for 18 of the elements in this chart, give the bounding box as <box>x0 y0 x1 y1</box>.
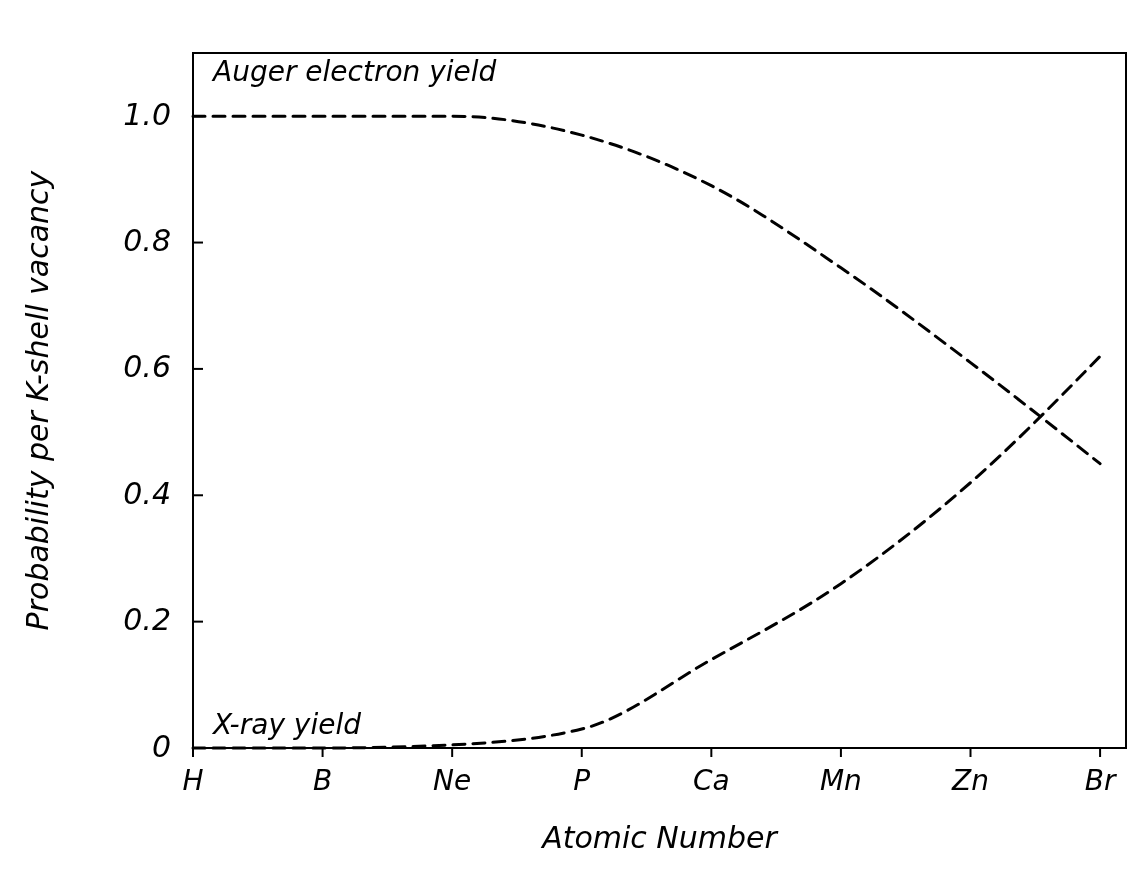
x-axis-title: Atomic Number <box>540 820 779 855</box>
x-tick-label: P <box>573 764 591 797</box>
x-tick-label: Ca <box>692 764 730 797</box>
x-tick-label: Zn <box>951 764 989 797</box>
x-tick-label: H <box>182 764 204 797</box>
series-label: X-ray yield <box>211 708 362 741</box>
x-tick-label: Br <box>1084 764 1117 797</box>
series-label: Auger electron yield <box>211 55 497 88</box>
y-axis-title: Probability per K-shell vacancy <box>20 169 55 631</box>
y-tick-label: 0.4 <box>123 475 171 511</box>
x-tick-label: Ne <box>433 764 472 797</box>
x-tick-label: B <box>312 764 333 797</box>
x-tick-label: Mn <box>819 764 862 797</box>
y-tick-label: 0.6 <box>123 349 171 385</box>
y-tick-label: 0.8 <box>123 223 171 259</box>
y-tick-label: 0 <box>151 728 171 764</box>
y-tick-label: 0.2 <box>123 602 171 638</box>
y-tick-label: 1.0 <box>123 96 171 132</box>
